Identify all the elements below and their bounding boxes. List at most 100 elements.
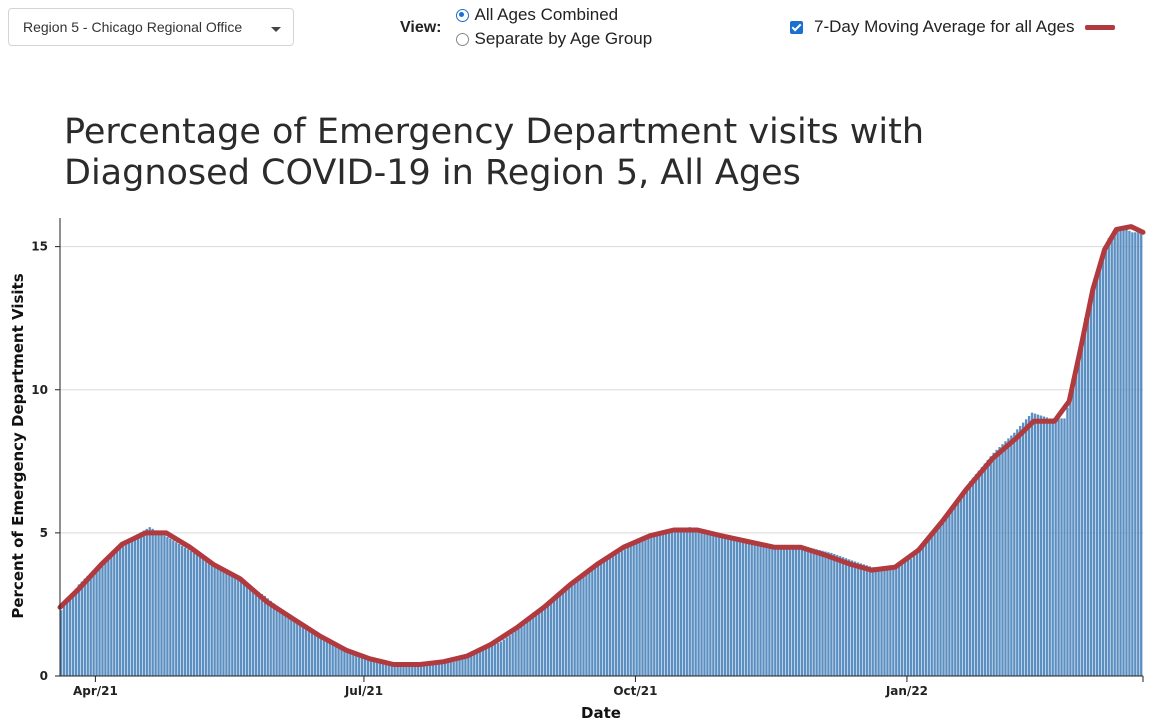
bar: [570, 584, 573, 676]
moving-average-toggle[interactable]: 7-Day Moving Average for all Ages: [790, 17, 1115, 37]
bar: [555, 596, 559, 676]
bar: [543, 606, 547, 676]
bar: [1083, 318, 1087, 676]
bar: [242, 583, 246, 676]
bar: [712, 532, 715, 677]
bar: [833, 553, 836, 676]
bar: [222, 570, 225, 676]
bar: [694, 528, 697, 676]
bar: [89, 572, 92, 676]
bar: [844, 558, 848, 676]
bar: [682, 527, 685, 676]
bar: [945, 514, 948, 676]
bar: [157, 532, 160, 676]
bar: [839, 556, 842, 676]
bar: [116, 547, 119, 676]
view-option-by-age-group[interactable]: Separate by Age Group: [455, 28, 652, 50]
bar: [892, 567, 895, 676]
bar: [602, 561, 606, 676]
bar: [960, 493, 963, 676]
bar: [1078, 356, 1081, 676]
bar: [440, 663, 444, 676]
radio-unselected-icon[interactable]: [455, 32, 469, 46]
bar: [995, 449, 998, 676]
bar: [414, 664, 417, 676]
bar: [284, 613, 287, 676]
bar: [422, 664, 426, 676]
bar: [986, 459, 989, 676]
bar: [390, 662, 393, 676]
bar: [110, 552, 113, 676]
bar: [399, 663, 402, 676]
bar: [567, 586, 570, 676]
bar: [871, 567, 874, 676]
bar: [898, 564, 901, 676]
bar: [349, 651, 352, 676]
bar: [688, 527, 691, 676]
bar: [924, 541, 927, 676]
bar: [216, 567, 219, 676]
bar: [809, 547, 812, 676]
radio-selected-icon[interactable]: [455, 8, 469, 22]
bar: [747, 541, 750, 676]
bar: [1128, 230, 1131, 676]
bar: [1013, 432, 1016, 676]
bar: [204, 560, 207, 676]
bar: [301, 624, 305, 676]
bar: [307, 628, 311, 676]
bar: [1137, 232, 1140, 676]
bar: [850, 560, 854, 676]
view-label: View:: [400, 19, 442, 36]
moving-average-line: [57, 224, 1146, 667]
bar: [166, 536, 169, 676]
bar: [788, 547, 792, 676]
y-tick-label: 10: [31, 383, 48, 397]
bar: [638, 540, 641, 676]
bar: [1057, 418, 1060, 677]
bar: [443, 662, 446, 676]
bar: [393, 663, 396, 676]
bar: [868, 566, 871, 676]
bar: [228, 574, 231, 676]
bar: [582, 575, 585, 676]
bar: [1089, 296, 1093, 676]
bar: [133, 535, 137, 676]
bar: [1092, 285, 1096, 676]
bar: [355, 654, 358, 676]
bar: [679, 528, 683, 676]
bar: [782, 547, 786, 676]
bar: [201, 558, 204, 676]
bar: [287, 615, 290, 676]
bar: [473, 654, 476, 676]
bar: [296, 621, 299, 676]
bar: [71, 592, 75, 676]
bar: [62, 605, 66, 676]
bar: [718, 534, 721, 676]
bar: [180, 545, 184, 676]
bar: [732, 537, 736, 676]
bar: [231, 576, 234, 676]
bar: [334, 644, 337, 676]
bar: [121, 543, 125, 676]
bar-series: [60, 226, 1143, 677]
bar: [245, 585, 249, 676]
bar: [815, 549, 818, 676]
region-select[interactable]: Region 5 - Chicago Regional Office: [8, 8, 294, 46]
bar: [257, 592, 261, 676]
bar: [659, 532, 662, 676]
bar: [219, 569, 222, 676]
axes: 0 5 10 15 Apr/21 Jul/21 Oct/21 Jan/22: [31, 218, 1144, 698]
bar: [1007, 438, 1010, 676]
bar: [1022, 422, 1025, 676]
bar: [541, 609, 544, 676]
bar: [588, 571, 591, 676]
y-axis-title: Percent of Emergency Department Visits: [9, 273, 27, 618]
checkbox-checked-icon[interactable]: [790, 20, 803, 34]
bar: [269, 600, 272, 676]
bar: [670, 529, 674, 676]
bar: [1104, 247, 1107, 676]
bar: [490, 645, 494, 676]
bar: [611, 556, 615, 676]
bar: [417, 664, 420, 676]
view-option-all-ages[interactable]: All Ages Combined: [455, 4, 653, 26]
